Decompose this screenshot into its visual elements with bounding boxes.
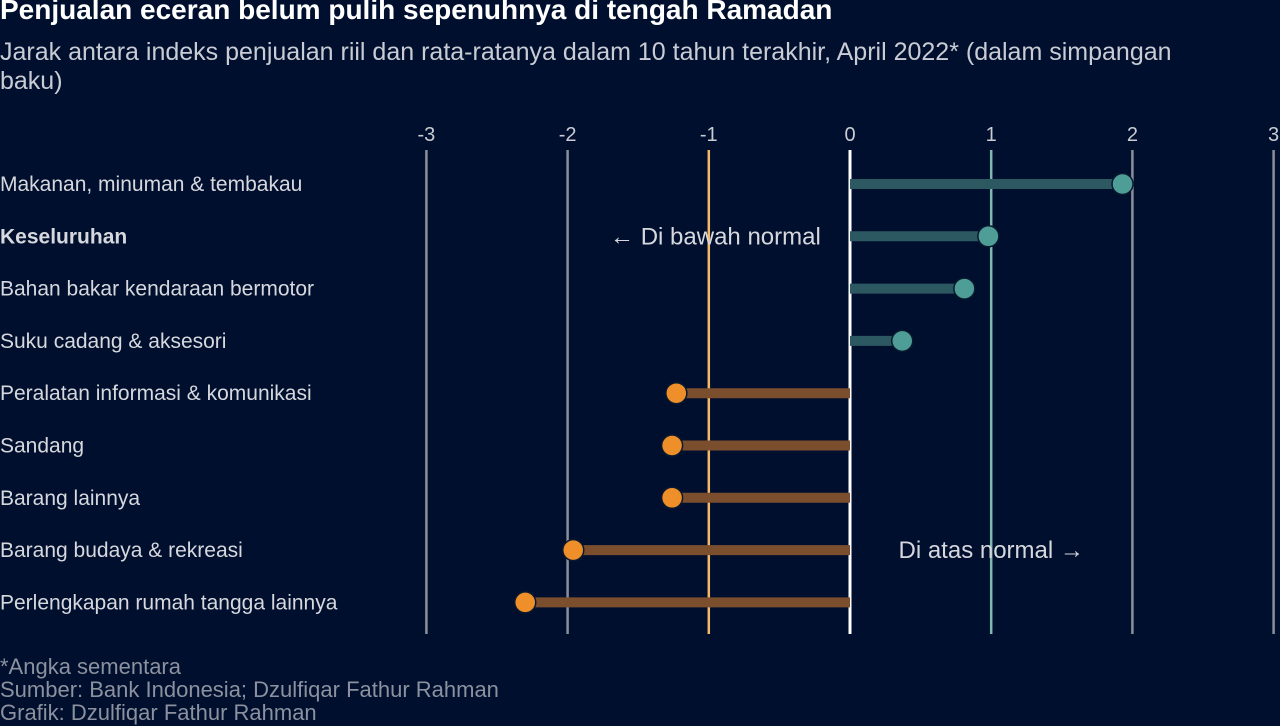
lollipop-point xyxy=(1111,172,1134,196)
annotation-label: ← Di bawah normal xyxy=(610,223,821,250)
category-label: Barang lainnya xyxy=(0,487,140,510)
x-tick-label: 0 xyxy=(844,124,855,146)
category-label: Barang budaya & rekreasi xyxy=(0,539,243,562)
lollipop-point xyxy=(977,225,1000,248)
x-tick-label: -2 xyxy=(559,124,577,146)
lollipop-point xyxy=(660,486,684,510)
chart-footer: *Angka sementara Sumber: Bank Indonesia;… xyxy=(0,655,499,724)
chart-subtitle: Jarak antara indeks penjualan riil dan r… xyxy=(0,38,1172,95)
lollipop-point xyxy=(953,277,976,300)
footnote: *Angka sementara xyxy=(0,654,181,679)
x-tick-label: -3 xyxy=(418,124,436,146)
category-label: Makanan, minuman & tembakau xyxy=(0,173,302,196)
x-tick-label: 2 xyxy=(1127,124,1138,146)
lollipop-point xyxy=(665,381,688,405)
category-label: Peralatan informasi & komunikasi xyxy=(0,382,312,405)
chart-title: Penjualan eceran belum pulih sepenuhnya … xyxy=(0,0,833,25)
category-label: Keseluruhan xyxy=(0,225,127,248)
lollipop-point xyxy=(890,329,914,353)
category-label: Perlengkapan rumah tangga lainnya xyxy=(0,591,338,614)
category-label: Suku cadang & aksesori xyxy=(0,330,226,353)
category-label: Bahan bakar kendaraan bermotor xyxy=(0,278,314,301)
category-label: Sandang xyxy=(0,435,84,458)
lollipop-point xyxy=(513,591,537,614)
lollipop-point xyxy=(561,538,585,562)
graphic-credit: Grafik: Dzulfiqar Fathur Rahman xyxy=(0,700,317,725)
lollipop-point xyxy=(660,434,684,457)
x-tick-label: 1 xyxy=(986,124,997,146)
x-tick-label: -1 xyxy=(700,124,718,146)
x-tick-label: 3 xyxy=(1268,124,1279,146)
source-credit: Sumber: Bank Indonesia; Dzulfiqar Fathur… xyxy=(0,677,499,702)
annotation-label: Di atas normal → xyxy=(899,537,1084,564)
